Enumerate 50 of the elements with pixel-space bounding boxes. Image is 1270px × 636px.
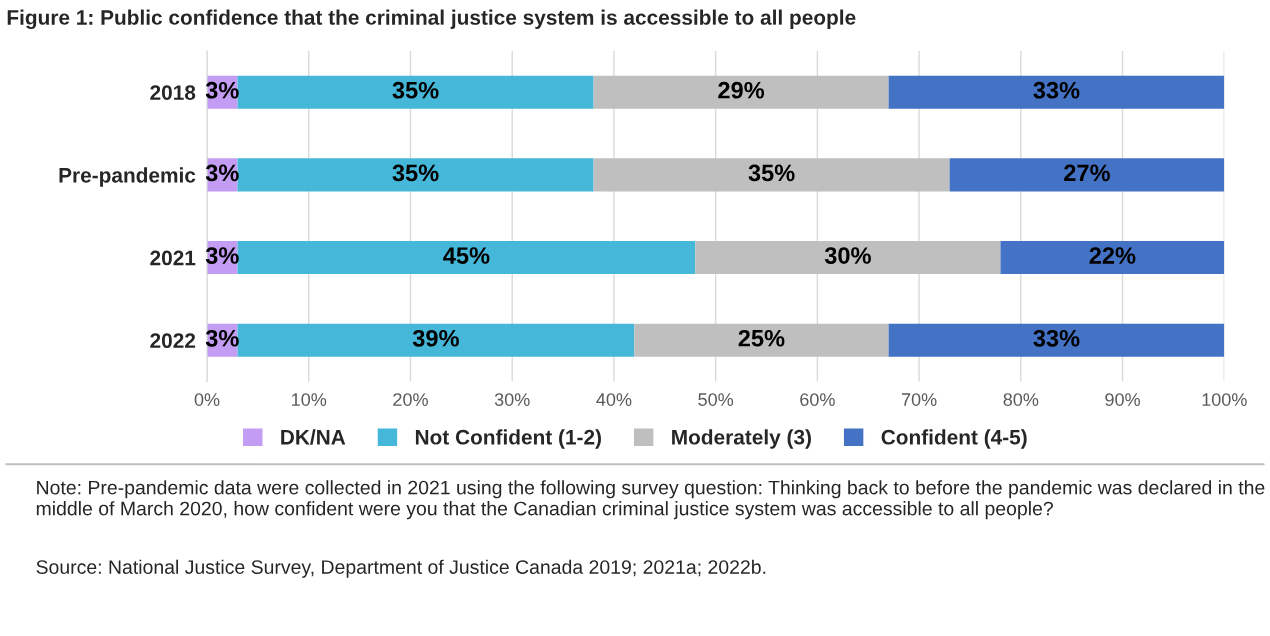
text: 22%: [1089, 247, 1136, 264]
text: 35%: [748, 164, 795, 182]
chart-title: Figure 1: Public confidence that the criminal justice system is accessible to all people: [7, 9, 856, 30]
text: 33%: [1033, 329, 1080, 347]
x-tick-label: 70%: [901, 393, 937, 406]
x-tick-label: 40%: [596, 393, 632, 406]
x-tick-label: 10%: [292, 393, 327, 406]
text: 35%: [392, 164, 439, 182]
source-note: Source: National Justice Survey, Department of Justice Canada 2019; 2021a; 2022b.: [36, 559, 766, 578]
text: 3%: [205, 164, 239, 182]
bar: [593, 75, 889, 109]
y-tick-label: Pre-pandemic: [59, 167, 196, 187]
text: 30%: [824, 247, 871, 264]
bar: [888, 75, 1225, 109]
x-tick-label: 80%: [1003, 393, 1039, 406]
bar: [634, 323, 889, 357]
bar: [1000, 241, 1225, 275]
x-tick-label: 100%: [1202, 393, 1247, 406]
text: 3%: [205, 329, 239, 347]
bar: [593, 158, 950, 192]
y-tick-label: 2022: [150, 333, 196, 349]
text: 25%: [738, 329, 785, 347]
text: Note: Pre-pandemic data were collected in 2021 using the following survey question: Thinking back to before the pandemic was declared in the middle of March 2020, how confident were you that the Canadian criminal justice system was accessible to all people?: [36, 480, 1265, 520]
text: 3%: [205, 247, 239, 264]
x-tick-label: 0%: [194, 393, 220, 406]
bar: [237, 241, 696, 275]
text: 27%: [1064, 164, 1110, 182]
x-tick-label: 20%: [393, 393, 428, 406]
x-tick-label: 30%: [494, 393, 530, 406]
legend-label: Moderately (3): [672, 429, 811, 449]
y-tick-label: 2018: [150, 85, 196, 100]
bar: [888, 323, 1225, 357]
bar: [695, 241, 1001, 275]
text: 33%: [1033, 81, 1080, 99]
bar: [949, 158, 1225, 192]
x-tick-label: 90%: [1105, 393, 1140, 406]
bar: [237, 75, 594, 109]
text: 3%: [205, 81, 239, 99]
text: 29%: [718, 81, 765, 99]
y-tick-label: 2021: [150, 250, 196, 266]
text: 39%: [412, 329, 459, 347]
legend-label: Confident (4-5): [881, 429, 1027, 449]
text: 45%: [443, 247, 490, 264]
bar: [237, 158, 594, 192]
legend-label: DK/NA: [281, 429, 346, 445]
bar: [237, 323, 635, 357]
text: 35%: [392, 81, 439, 99]
x-tick-label: 50%: [698, 393, 734, 406]
legend-label: Not Confident (1-2): [415, 429, 601, 449]
x-tick-label: 60%: [800, 393, 835, 406]
